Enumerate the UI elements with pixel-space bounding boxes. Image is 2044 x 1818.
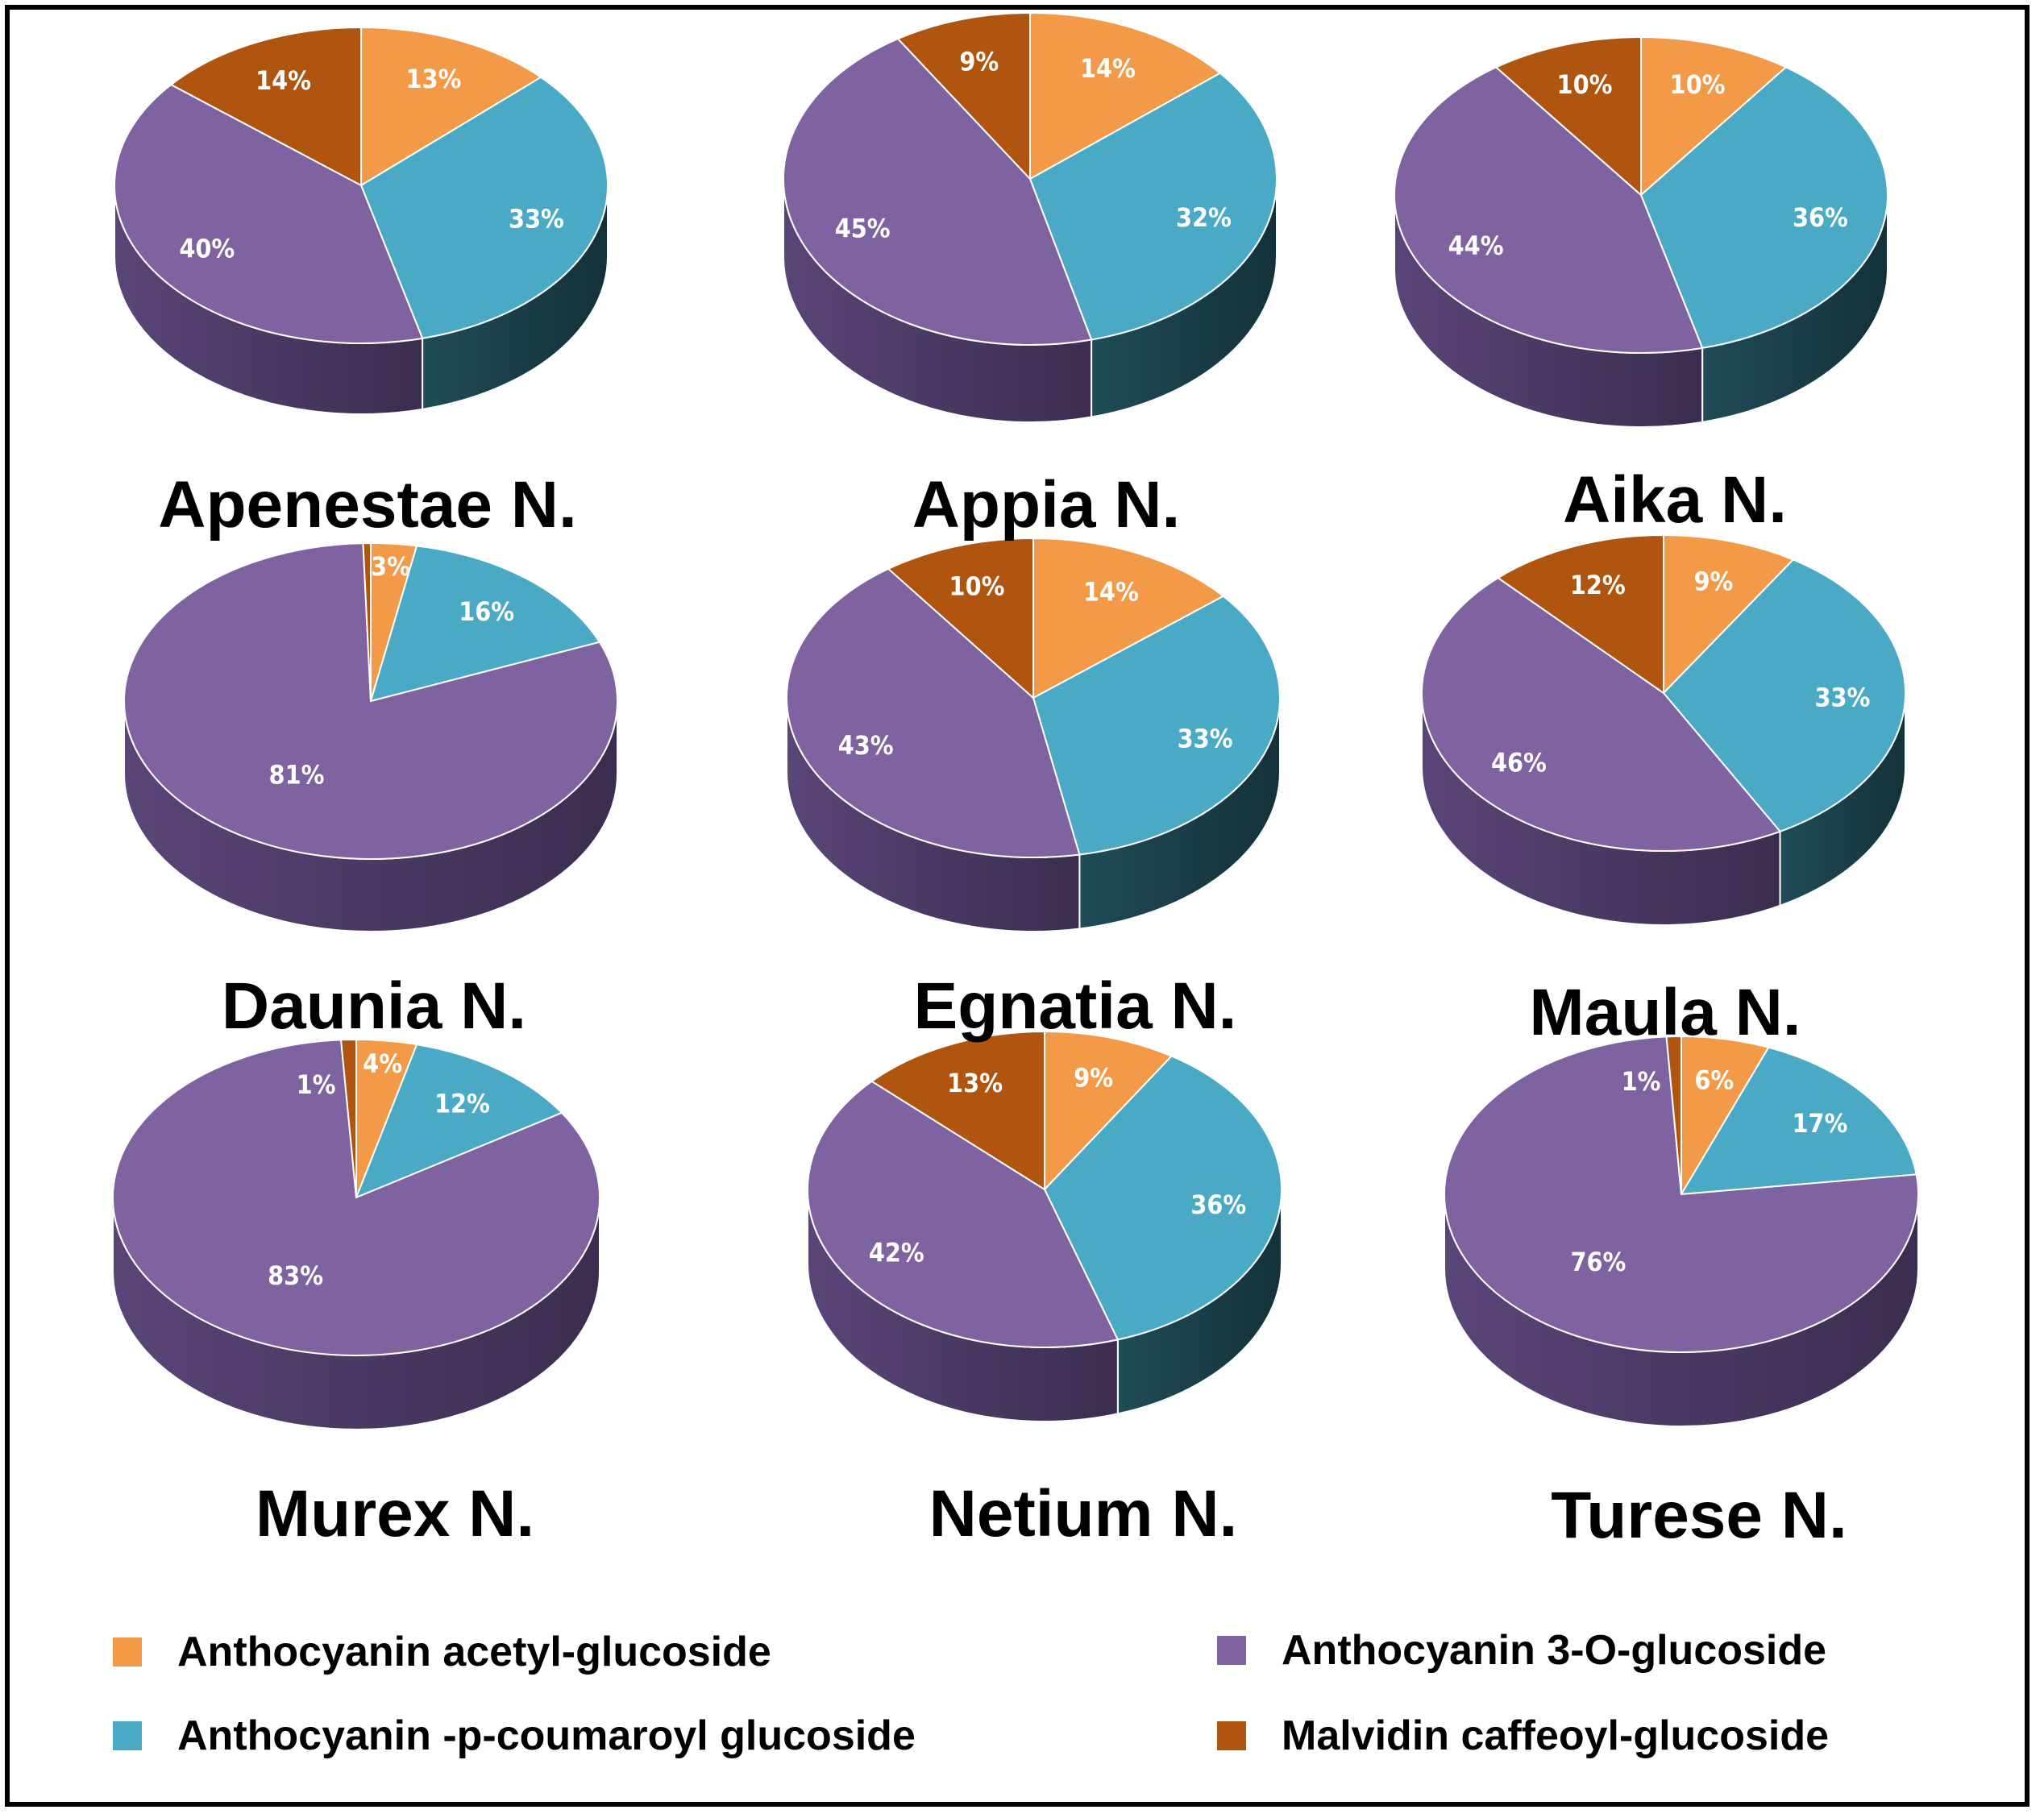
pie-netium-slice-caffeoyl [870, 1030, 1045, 1191]
pie-appia-label-glucoside: 45% [835, 214, 891, 244]
chart-title-murex: Murex N. [255, 1477, 535, 1550]
pie-apenestae-slice-caffeoyl [169, 26, 362, 187]
pie-murex-slice-glucoside [112, 1039, 600, 1356]
pie-apenestae-label-acetyl: 13% [405, 64, 461, 94]
pie-aika-slice-acetyl [1640, 35, 1788, 197]
pie-maula-slice-acetyl [1663, 533, 1795, 695]
pie-egnatia-label-acetyl: 14% [1083, 576, 1139, 607]
chart-title-apenestae: Apenestae N. [158, 468, 577, 542]
pie-murex-label-glucoside: 83% [268, 1260, 323, 1291]
pie-maula-label-coumaroyl: 33% [1814, 683, 1870, 713]
pie-netium-slice-coumaroyl [1043, 1055, 1283, 1341]
pie-turese-slice-caffeoyl [1665, 1035, 1682, 1195]
pie-turese-label-caffeoyl: 1% [1622, 1066, 1661, 1097]
pie-apenestae-slice-acetyl [360, 26, 542, 187]
chart-title-turese: Turese N. [1551, 1479, 1847, 1552]
pie-egnatia: 14% 33% 43% 10% [786, 537, 1281, 932]
pie-aika-label-caffeoyl: 10% [1557, 69, 1613, 100]
pie-egnatia-slice-acetyl [1032, 537, 1225, 699]
pie-maula-slice-caffeoyl [1496, 533, 1664, 695]
pie-murex-slice-coumaroyl [355, 1044, 563, 1199]
pie-netium-label-caffeoyl: 13% [947, 1068, 1003, 1098]
pie-appia-slice-glucoside [783, 37, 1093, 346]
pie-netium: 9% 36% 42% 13% [807, 1030, 1283, 1422]
chart-title-daunia: Daunia N. [221, 969, 527, 1043]
legend-swatch-coumaroyl [113, 1721, 142, 1750]
pie-turese-label-coumaroyl: 17% [1792, 1108, 1847, 1139]
pie-apenestae-label-glucoside: 40% [179, 234, 235, 264]
pie-egnatia-label-caffeoyl: 10% [949, 571, 1005, 602]
pie-appia: 14% 32% 45% 9% [783, 11, 1278, 423]
pie-egnatia-slice-caffeoyl [887, 537, 1034, 700]
pie-turese: 6% 17% 76% 1% [1444, 1035, 1919, 1427]
pie-murex-slice-caffeoyl [339, 1038, 357, 1198]
pie-netium-label-acetyl: 9% [1074, 1063, 1113, 1094]
pie-maula-label-acetyl: 9% [1693, 567, 1733, 597]
legend-label-caffeoyl: Malvidin caffeoyl-glucoside [1282, 1712, 1830, 1759]
pie-appia-label-acetyl: 14% [1080, 53, 1136, 84]
pie-egnatia-label-coumaroyl: 33% [1178, 724, 1233, 754]
pie-turese-slice-glucoside [1444, 1036, 1919, 1353]
pie-turese-slice-coumaroyl [1680, 1046, 1917, 1196]
pie-appia-label-caffeoyl: 9% [959, 47, 999, 77]
pie-murex-label-caffeoyl: 1% [297, 1069, 336, 1100]
legend-item-caffeoyl: Malvidin caffeoyl-glucoside [1217, 1712, 1829, 1760]
pie-aika-slice-coumaroyl [1639, 66, 1888, 349]
pie-daunia-slice-coumaroyl [369, 545, 601, 703]
chart-title-appia: Appia N. [912, 468, 1181, 542]
pie-murex: 4% 12% 83% 1% [112, 1038, 600, 1430]
pie-maula-label-caffeoyl: 12% [1570, 570, 1626, 600]
pie-aika: 10% 36% 44% 10% [1394, 35, 1888, 428]
pie-daunia: 3% 16% 81% [123, 542, 618, 932]
legend-label-coumaroyl: Anthocyanin -p-coumaroyl glucoside [177, 1712, 916, 1759]
pie-maula-label-glucoside: 46% [1491, 747, 1547, 778]
pie-daunia-slice-caffeoyl [362, 542, 372, 702]
pie-egnatia-label-glucoside: 43% [838, 730, 894, 761]
pie-daunia-label-coumaroyl: 16% [459, 596, 514, 627]
legend-swatch-caffeoyl [1217, 1721, 1246, 1750]
pie-aika-label-glucoside: 44% [1448, 230, 1504, 261]
chart-title-netium: Netium N. [929, 1477, 1238, 1550]
pie-netium-slice-acetyl [1044, 1030, 1174, 1192]
pie-apenestae-slice-coumaroyl [359, 76, 609, 339]
pie-apenestae-label-caffeoyl: 14% [256, 65, 311, 96]
pie-aika-slice-glucoside [1394, 66, 1704, 354]
pie-maula: 9% 33% 46% 12% [1421, 533, 1906, 926]
pie-daunia-slice-glucoside [123, 542, 618, 860]
pie-egnatia-slice-glucoside [786, 567, 1081, 858]
pie-turese-label-glucoside: 76% [1570, 1247, 1626, 1277]
legend-item-acetyl: Anthocyanin acetyl-glucoside [113, 1628, 771, 1676]
pie-appia-slice-acetyl [1029, 11, 1222, 181]
pie-apenestae-label-coumaroyl: 33% [509, 204, 564, 235]
pie-daunia-label-acetyl: 3% [371, 551, 410, 582]
pie-appia-slice-caffeoyl [896, 11, 1031, 181]
pie-apenestae-slice-glucoside [114, 83, 424, 344]
pie-appia-label-coumaroyl: 32% [1176, 202, 1232, 233]
pie-netium-slice-glucoside [807, 1080, 1120, 1348]
legend-swatch-acetyl [113, 1637, 142, 1666]
pie-murex-label-coumaroyl: 12% [434, 1089, 490, 1119]
pie-appia-slice-coumaroyl [1028, 72, 1278, 341]
pie-turese-label-acetyl: 6% [1694, 1065, 1734, 1096]
legend-item-glucoside: Anthocyanin 3-O-glucoside [1217, 1626, 1826, 1675]
pie-apenestae: 13% 33% 40% 14% [114, 26, 609, 415]
pie-aika-label-acetyl: 10% [1670, 69, 1726, 100]
pie-egnatia-slice-coumaroyl [1032, 595, 1281, 856]
chart-title-aika: Aika N. [1563, 463, 1787, 537]
legend-label-glucoside: Anthocyanin 3-O-glucoside [1282, 1627, 1827, 1674]
chart-title-egnatia: Egnatia N. [913, 969, 1237, 1043]
pie-daunia-label-glucoside: 81% [269, 759, 325, 790]
pie-netium-label-coumaroyl: 36% [1190, 1189, 1246, 1220]
legend-swatch-glucoside [1217, 1636, 1246, 1665]
legend-label-acetyl: Anthocyanin acetyl-glucoside [177, 1629, 771, 1675]
pie-maula-slice-coumaroyl [1662, 558, 1906, 832]
pie-aika-label-coumaroyl: 36% [1793, 202, 1848, 233]
pie-aika-slice-caffeoyl [1494, 35, 1642, 197]
pie-murex-label-acetyl: 4% [363, 1048, 402, 1079]
chart-title-maula: Maula N. [1529, 976, 1801, 1049]
pie-netium-label-glucoside: 42% [869, 1238, 924, 1268]
pie-maula-slice-glucoside [1421, 576, 1782, 852]
legend-item-coumaroyl: Anthocyanin -p-coumaroyl glucoside [113, 1712, 916, 1760]
